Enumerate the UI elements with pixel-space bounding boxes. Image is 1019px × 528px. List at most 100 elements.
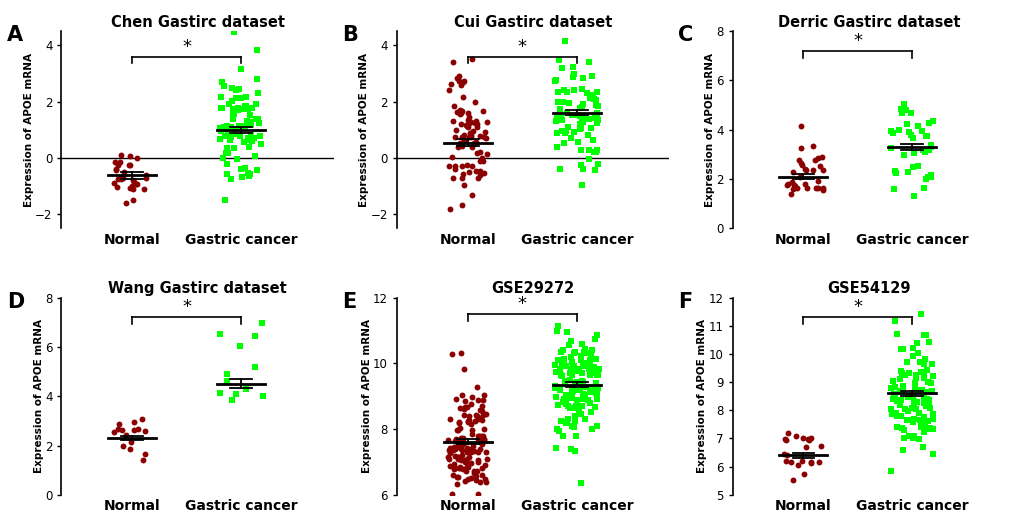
Point [463, 447, 479, 456]
Point [136, 184, 152, 193]
Point [459, 108, 475, 117]
Point [232, 165, 249, 173]
Point [223, 395, 239, 404]
Point [464, 393, 480, 401]
Point [478, 410, 494, 418]
Point [445, 174, 462, 182]
Point [775, 435, 792, 443]
Point [236, 121, 253, 130]
Point [114, 442, 130, 450]
Point [892, 396, 908, 404]
Point [446, 133, 463, 141]
Point [473, 432, 489, 440]
Point [450, 464, 467, 473]
Point [453, 440, 470, 449]
Point [920, 146, 936, 154]
Point [792, 122, 808, 130]
Point [448, 74, 465, 82]
Point [895, 382, 911, 390]
Point [787, 432, 803, 440]
Point [453, 173, 470, 182]
Point [789, 184, 805, 192]
Point [588, 119, 604, 127]
Text: *: * [853, 32, 862, 50]
Point [474, 402, 490, 410]
Point [912, 423, 928, 431]
Point [898, 358, 914, 366]
Point [551, 105, 568, 114]
Point [452, 434, 469, 442]
Point [897, 404, 913, 413]
Point [471, 406, 487, 414]
Point [812, 442, 828, 450]
Point [574, 117, 590, 125]
Point [586, 166, 602, 174]
Point [474, 416, 490, 425]
Point [239, 134, 256, 142]
Point [894, 345, 910, 353]
Point [892, 366, 908, 375]
Point [249, 166, 265, 175]
Point [477, 128, 493, 137]
Point [904, 433, 920, 442]
Point [569, 381, 585, 390]
Point [216, 82, 232, 90]
Point [548, 143, 565, 151]
Point [799, 435, 815, 443]
Point [564, 371, 580, 380]
Point [569, 366, 585, 375]
Point [573, 340, 589, 348]
Point [440, 446, 457, 454]
Point [553, 116, 570, 124]
Text: C: C [678, 25, 693, 45]
Point [553, 360, 570, 368]
Point [121, 445, 138, 453]
Point [443, 490, 460, 498]
Point [445, 443, 462, 451]
Point [568, 402, 584, 410]
Point [583, 124, 599, 133]
Point [554, 431, 571, 440]
Point [908, 338, 924, 347]
Point [581, 371, 597, 380]
Point [459, 447, 475, 456]
Point [574, 102, 590, 111]
Point [881, 127, 898, 135]
Point [914, 442, 930, 451]
Point [556, 129, 573, 137]
Point [458, 121, 474, 129]
Point [577, 359, 593, 367]
Point [585, 369, 601, 378]
Point [554, 346, 571, 355]
Point [588, 331, 604, 340]
Text: *: * [853, 298, 862, 316]
Point [566, 362, 582, 370]
Point [451, 139, 468, 148]
Point [247, 152, 263, 161]
Point [900, 369, 916, 377]
Point [814, 165, 830, 174]
Point [568, 395, 584, 404]
Point [923, 386, 940, 395]
Point [547, 117, 564, 125]
Point [914, 393, 930, 402]
Point [577, 383, 593, 391]
Point [459, 455, 475, 463]
Point [589, 109, 605, 117]
Point [558, 418, 575, 426]
Point [554, 398, 571, 406]
Point [472, 437, 488, 446]
Point [555, 355, 572, 364]
Point [459, 161, 475, 169]
Point [582, 399, 598, 408]
Point [589, 370, 605, 379]
Point [920, 398, 936, 407]
Point [905, 400, 921, 409]
Point [460, 463, 476, 472]
Point [444, 470, 461, 479]
Point [904, 351, 920, 360]
Point [575, 362, 591, 370]
Point [570, 385, 586, 394]
Point [892, 401, 908, 410]
Text: *: * [518, 37, 527, 55]
